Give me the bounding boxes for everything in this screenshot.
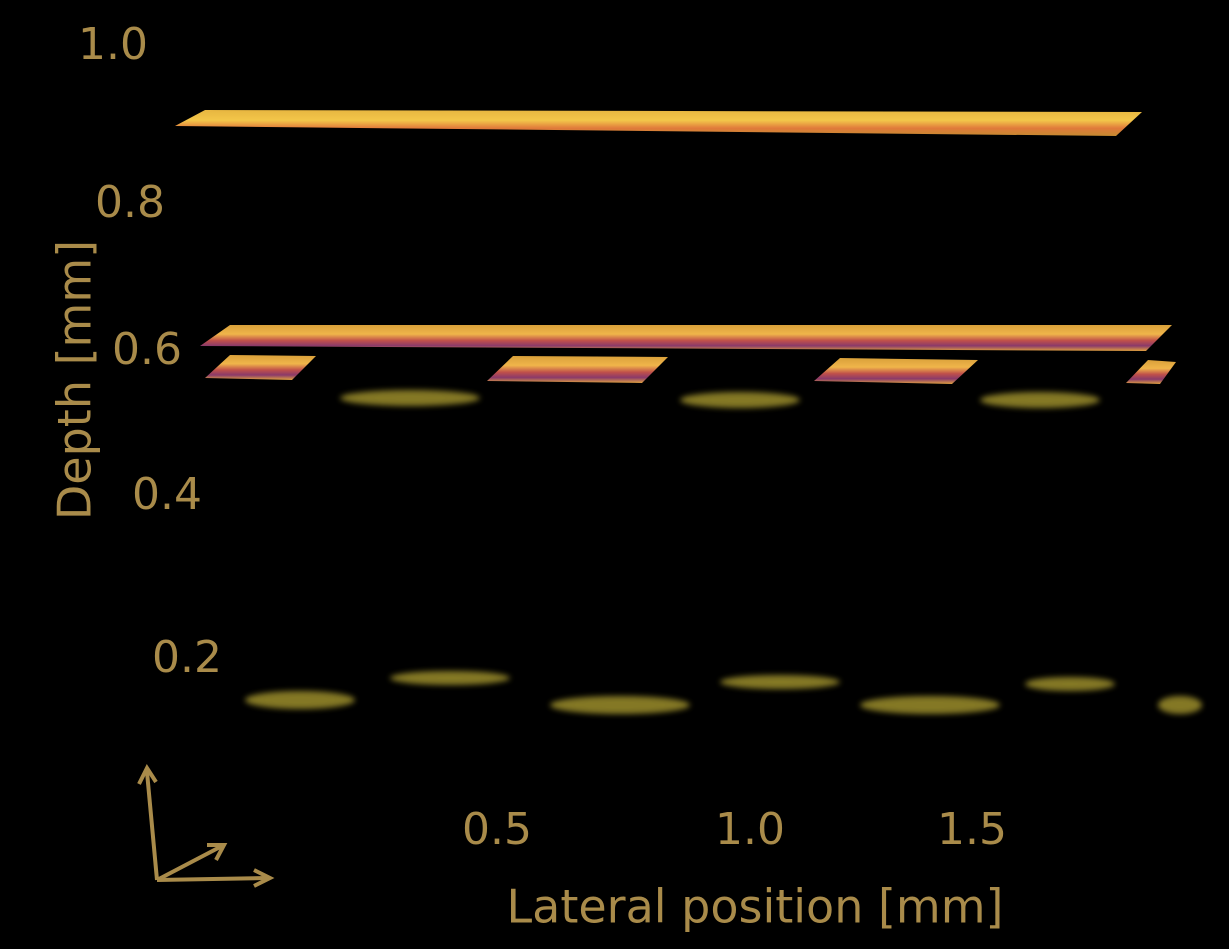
y-tick-label: 0.4 (132, 469, 202, 520)
speckles (245, 390, 1202, 714)
y-axis-label: Depth [mm] (48, 240, 102, 520)
rendered-volume (175, 110, 1202, 714)
block (1126, 360, 1176, 384)
y-tick-label: 0.2 (152, 632, 222, 683)
block (205, 355, 316, 380)
axes-glyph (137, 763, 275, 888)
x-tick-label: 0.5 (462, 804, 532, 855)
block (814, 358, 978, 384)
x-axis-label: Lateral position [mm] (507, 880, 1004, 934)
y-tick-label: 0.6 (112, 324, 182, 375)
layer-middle (200, 325, 1172, 351)
x-tick-label: 1.0 (715, 804, 785, 855)
layer-top (175, 110, 1142, 136)
y-tick-label: 0.8 (95, 177, 165, 228)
block (487, 356, 668, 383)
y-tick-label: 1.0 (78, 19, 148, 70)
x-tick-label: 1.5 (937, 804, 1007, 855)
